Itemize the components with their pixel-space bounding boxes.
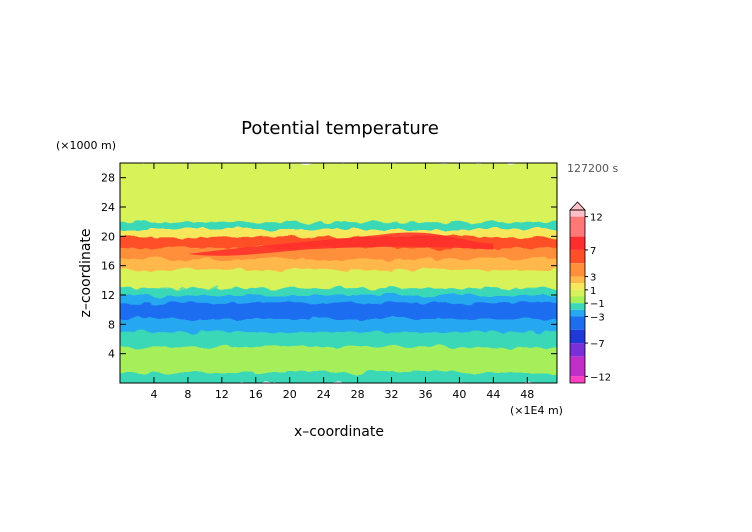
contour-band-6 xyxy=(120,294,557,303)
contour-field xyxy=(120,163,557,383)
colorbar-label--12: −12 xyxy=(590,372,611,383)
colorbar-level-11 xyxy=(570,316,585,330)
plot-frame xyxy=(119,162,558,384)
x-tick-label-40: 40 xyxy=(452,388,466,401)
colorbar-label--1: −1 xyxy=(590,299,605,310)
y-tick-label-12: 12 xyxy=(101,289,115,302)
y-axis: 4 8 12 16 20 24 28 xyxy=(101,172,557,361)
contour-band-2 xyxy=(120,331,557,347)
contour-band-13 xyxy=(120,221,557,230)
warm-core xyxy=(187,232,494,256)
colorbar-label--7: −7 xyxy=(590,339,605,350)
colorbar-label-3: 3 xyxy=(590,273,596,284)
colorbar-level-3 xyxy=(570,249,585,264)
x-tick-label-28: 28 xyxy=(351,388,365,401)
x-tick-label-12: 12 xyxy=(215,388,229,401)
x-tick-label-36: 36 xyxy=(418,388,432,401)
colorbar-level-1 xyxy=(570,216,585,237)
colorbar-level-14 xyxy=(570,356,585,377)
contour-band-4 xyxy=(120,317,557,325)
colorbar-label-7: 7 xyxy=(590,246,596,257)
x-tick-label-32: 32 xyxy=(385,388,399,401)
contour-band-3 xyxy=(120,323,557,333)
colorbar-level-6 xyxy=(570,283,585,290)
y-unit-label: (×1000 m) xyxy=(56,139,116,152)
x-axis: 4 8 12 16 20 24 28 32 36 40 44 48 xyxy=(150,163,534,401)
colorbar-level-8 xyxy=(570,296,585,304)
contour-band-10 xyxy=(120,246,557,259)
x-unit-label: (×1E4 m) xyxy=(510,404,563,417)
colorbar-label-12: 12 xyxy=(590,213,603,224)
contour-band-7 xyxy=(120,287,557,296)
x-tick-label-44: 44 xyxy=(486,388,500,401)
contour-band-12 xyxy=(120,228,557,237)
x-tick-label-4: 4 xyxy=(150,388,157,401)
y-tick-label-20: 20 xyxy=(101,230,115,243)
contour-band-14 xyxy=(120,163,557,223)
y-tick-label-16: 16 xyxy=(101,260,115,273)
x-tick-label-16: 16 xyxy=(249,388,263,401)
contour-band-9 xyxy=(120,257,557,270)
contour-band-8 xyxy=(120,268,557,289)
colorbar-level-13 xyxy=(570,343,585,357)
x-axis-label: x–coordinate xyxy=(294,424,384,440)
x-tick-label-8: 8 xyxy=(184,388,191,401)
y-tick-label-24: 24 xyxy=(101,201,115,214)
x-tick-label-48: 48 xyxy=(520,388,534,401)
colorbar-level-7 xyxy=(570,289,585,297)
colorbar: 12 7 3 1 −1 −3 −7 −12 xyxy=(569,201,611,384)
x-tick-label-24: 24 xyxy=(317,388,331,401)
colorbar-level-4 xyxy=(570,263,585,277)
colorbar-level-15 xyxy=(570,376,585,383)
colorbar-level-2 xyxy=(570,236,585,250)
x-tick-label-20: 20 xyxy=(283,388,297,401)
contour-band-1 xyxy=(120,345,557,373)
colorbar-level-10 xyxy=(570,309,585,317)
y-tick-label-8: 8 xyxy=(108,318,115,331)
time-label: 127200 s xyxy=(567,162,618,175)
colorbar-label--3: −3 xyxy=(590,312,605,323)
colorbar-level-5 xyxy=(570,276,585,284)
colorbar-frame xyxy=(569,209,586,384)
y-axis-label: z–coordinate xyxy=(78,228,94,317)
colorbar-level-0 xyxy=(570,210,585,217)
contour-band-5 xyxy=(120,301,557,319)
y-tick-label-28: 28 xyxy=(101,172,115,185)
y-tick-label-4: 4 xyxy=(108,348,115,361)
colorbar-level-9 xyxy=(570,303,585,310)
chart-title: Potential temperature xyxy=(241,118,439,139)
contour-band-0 xyxy=(120,371,557,383)
colorbar-arrow xyxy=(569,201,586,211)
colorbar-level-12 xyxy=(570,329,585,344)
colorbar-label-1: 1 xyxy=(590,286,596,297)
